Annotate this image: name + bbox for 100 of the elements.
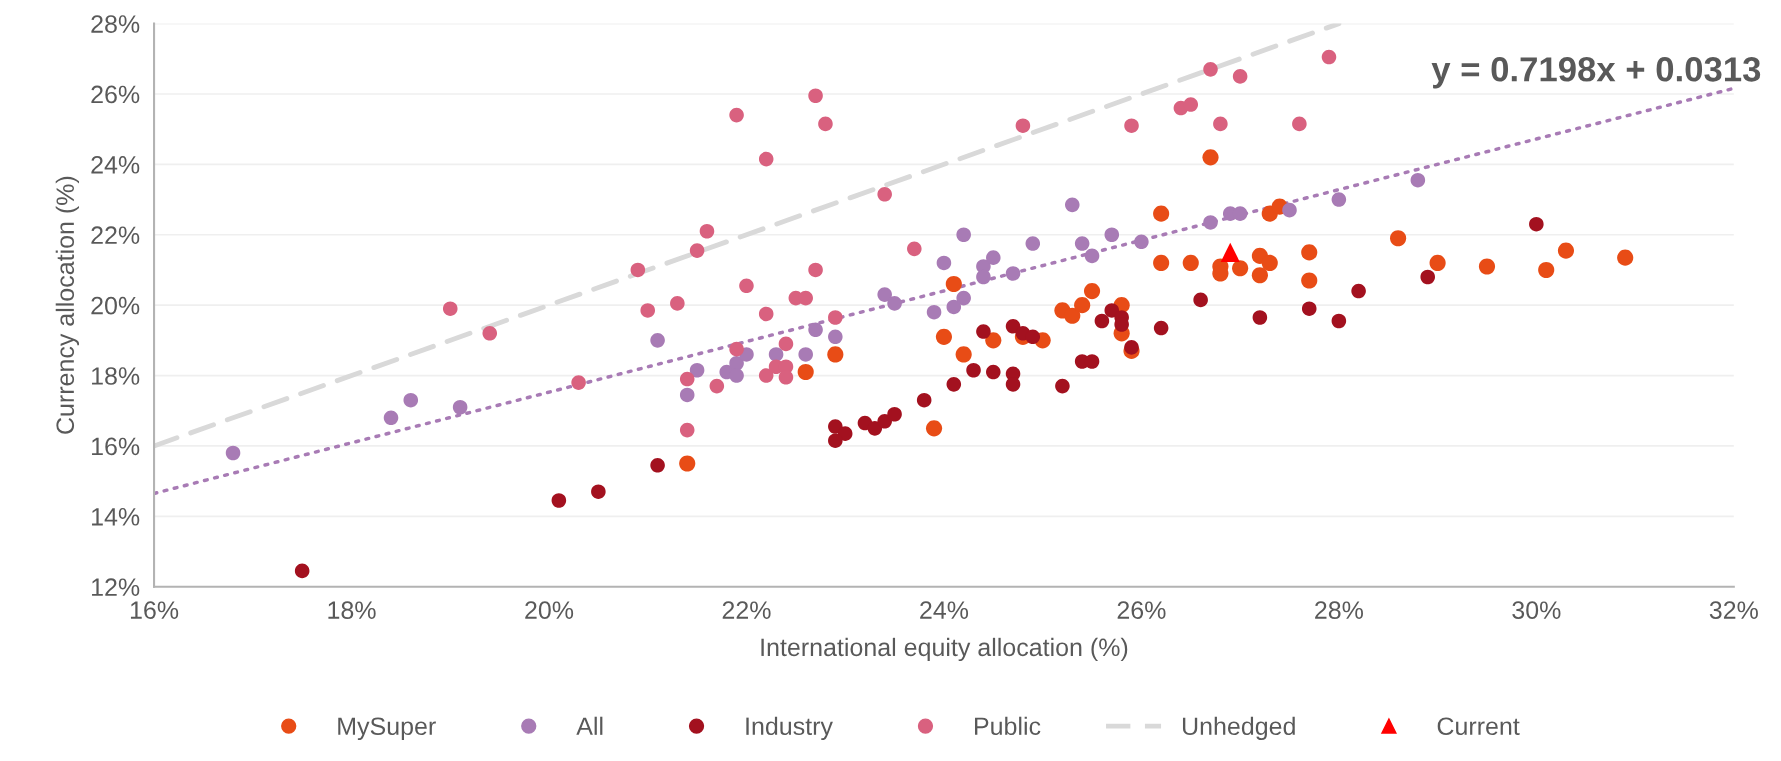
point [403, 392, 419, 408]
point [1252, 310, 1268, 325]
x-axis-title: International equity allocation (%) [761, 637, 1128, 662]
point [1617, 249, 1634, 266]
point [1025, 329, 1041, 345]
point [986, 364, 1001, 380]
y-tick-label: 12% [92, 578, 140, 596]
point [591, 484, 606, 499]
y-axis-title: Currency allocation (%) [55, 176, 80, 434]
point [1074, 236, 1090, 251]
point [798, 347, 813, 362]
point [1124, 118, 1139, 133]
point [1282, 202, 1297, 218]
point [1202, 149, 1219, 166]
legend-label: MySuper [338, 717, 436, 741]
point [729, 368, 744, 383]
legend-label: Unhedged [1182, 716, 1295, 741]
point [1183, 97, 1199, 112]
point [758, 306, 774, 322]
point [1015, 118, 1031, 133]
point [729, 107, 744, 123]
point [1153, 205, 1170, 222]
point [482, 326, 498, 341]
point [808, 322, 823, 338]
point [1064, 307, 1081, 324]
point [1301, 272, 1318, 289]
point [739, 278, 754, 294]
annotation: y = 0.7198x + 0.0313 [1431, 57, 1761, 89]
point [452, 399, 468, 415]
point [1193, 292, 1208, 308]
point [1301, 244, 1318, 261]
point [976, 324, 991, 339]
point [808, 88, 823, 104]
point [1182, 254, 1199, 271]
point [1203, 62, 1218, 77]
point [1074, 297, 1091, 314]
point [1292, 116, 1307, 132]
legend-label: Public [975, 716, 1041, 736]
point [1025, 236, 1041, 251]
y-tick-label: 24% [91, 155, 140, 174]
point [956, 227, 971, 243]
point [1321, 49, 1337, 65]
point [709, 378, 725, 394]
point [877, 187, 892, 202]
x-tick-label: 24% [920, 601, 969, 619]
point [294, 563, 310, 579]
point [679, 422, 695, 438]
y-tick-label: 28% [91, 15, 140, 33]
point [828, 310, 843, 325]
point [640, 303, 656, 318]
point [1084, 248, 1100, 264]
point [1429, 254, 1446, 271]
x-tick-label: 16% [130, 601, 179, 619]
point [1094, 313, 1110, 329]
point [1261, 254, 1278, 271]
point [907, 241, 922, 257]
point [1331, 313, 1347, 329]
x-tick-label: 18% [328, 601, 376, 619]
point [1005, 266, 1021, 281]
point [1538, 261, 1555, 279]
legend-label: Current [1437, 717, 1520, 736]
point [1220, 242, 1240, 262]
point [729, 341, 744, 357]
point [828, 329, 843, 345]
point [1153, 320, 1169, 336]
point [798, 290, 813, 306]
point [986, 250, 1001, 265]
point [935, 328, 952, 345]
point [650, 458, 665, 473]
point [225, 445, 241, 461]
point [916, 392, 932, 408]
point [887, 296, 902, 311]
point [925, 420, 943, 437]
point [828, 433, 843, 448]
point [630, 262, 646, 278]
point [945, 275, 962, 293]
point [867, 421, 883, 436]
point [383, 410, 399, 426]
point [818, 116, 833, 132]
point [827, 346, 844, 363]
point [1301, 301, 1317, 316]
point [877, 414, 892, 429]
point [1065, 197, 1080, 213]
y-tick-label: 14% [92, 508, 140, 526]
point [1104, 227, 1120, 243]
point [1203, 215, 1218, 230]
point [758, 151, 774, 167]
point [955, 346, 972, 363]
point [887, 406, 902, 422]
point [1390, 230, 1407, 247]
point [670, 296, 685, 311]
point [1331, 192, 1347, 207]
point [808, 262, 823, 278]
x-tick-label: 28% [1315, 601, 1363, 619]
point [797, 363, 814, 381]
point [778, 370, 794, 385]
point [1232, 69, 1248, 84]
point [689, 362, 705, 378]
point [1410, 172, 1426, 188]
point [1005, 319, 1021, 334]
